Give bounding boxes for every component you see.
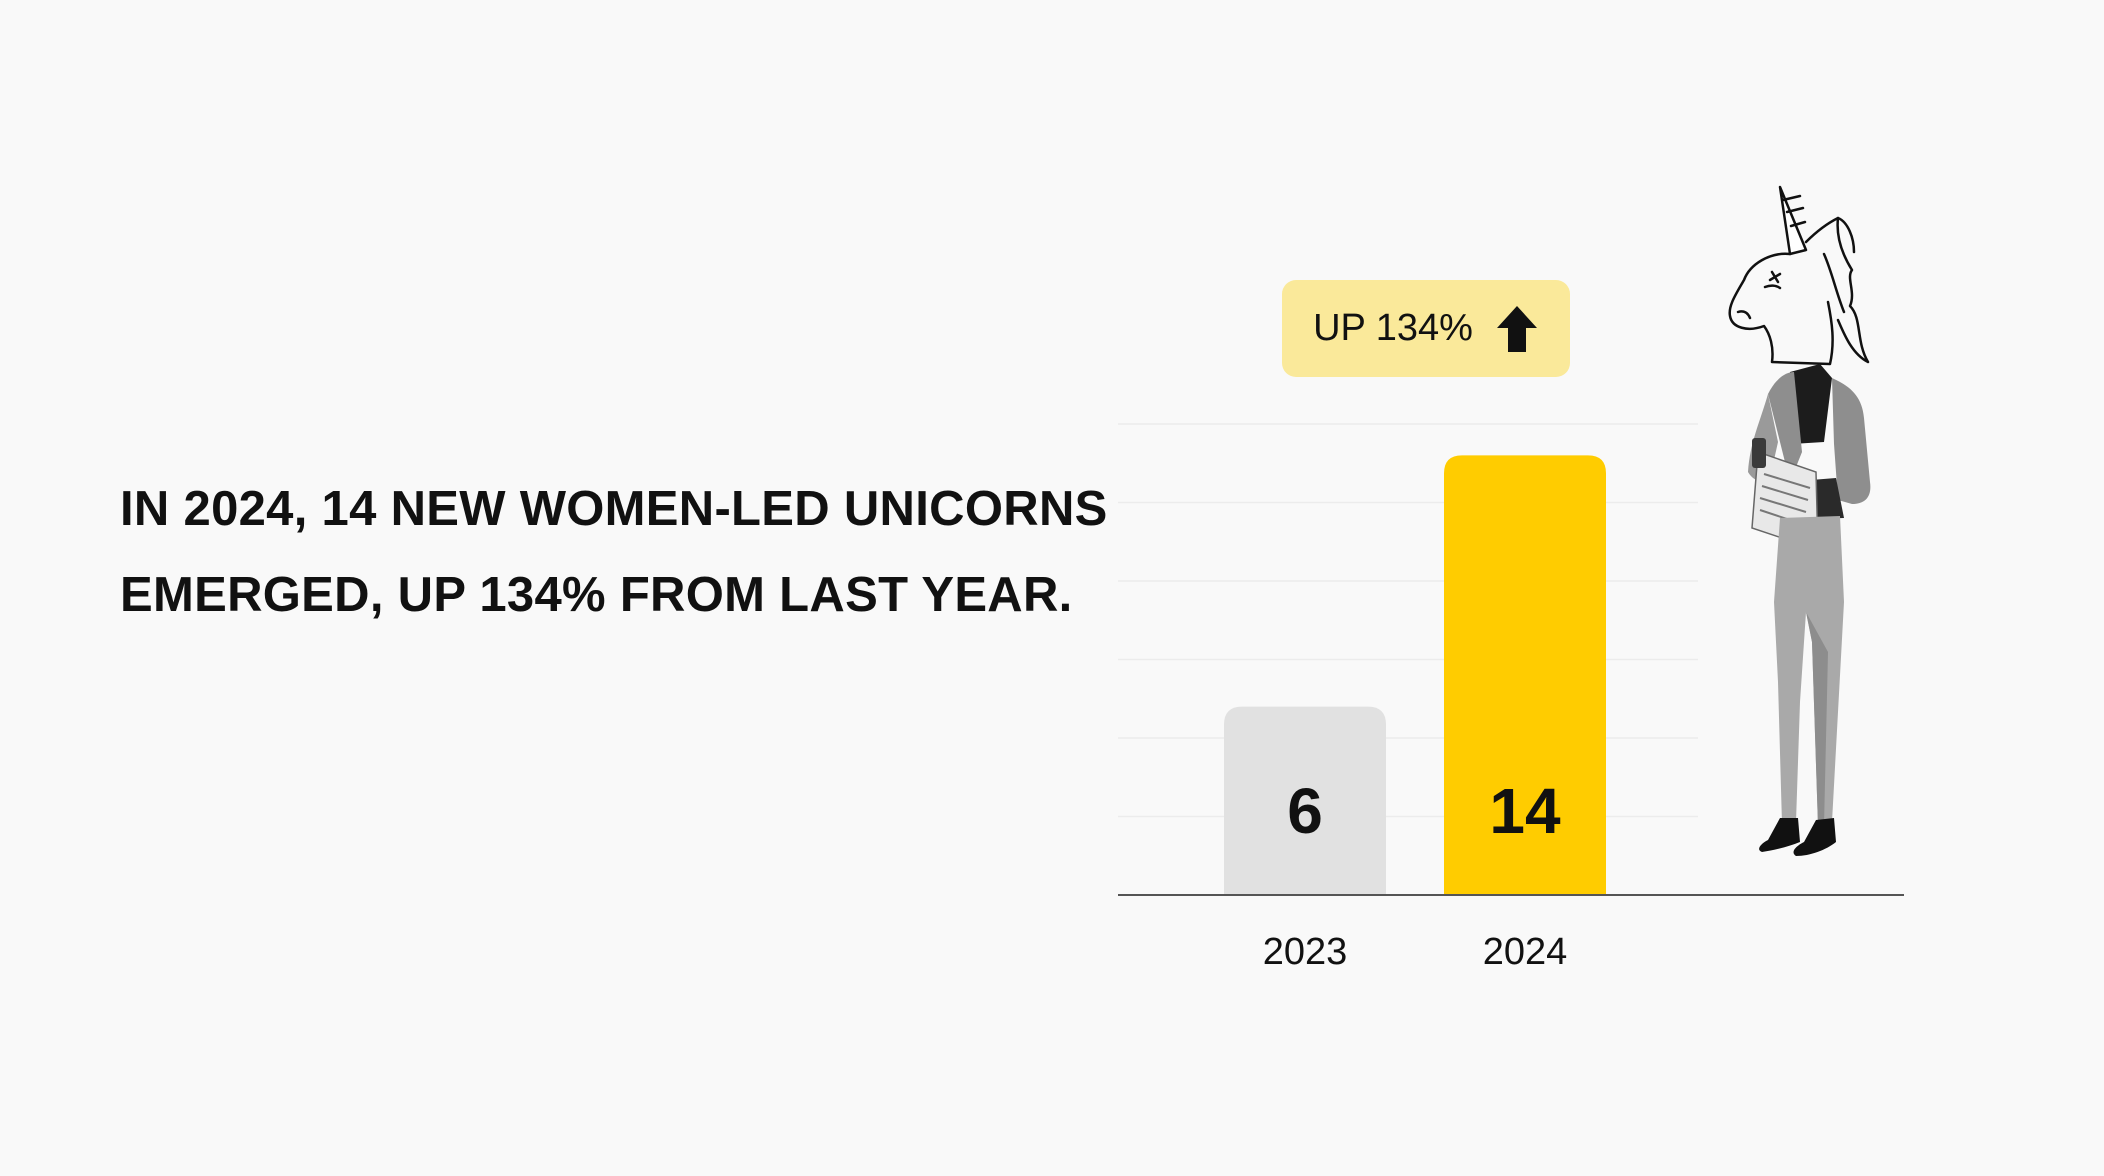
headline: IN 2024, 14 NEW WOMEN-LED UNICORNS EMERG…	[120, 466, 1120, 638]
headline-line-1: IN 2024, 14 NEW WOMEN-LED UNICORNS	[120, 482, 1108, 536]
chart-bars	[1224, 455, 1606, 895]
data-label-2024: 14	[1489, 775, 1561, 847]
bar-2024	[1444, 455, 1606, 895]
growth-badge-label: UP 134%	[1313, 307, 1473, 349]
bar-2023	[1224, 706, 1386, 895]
chart-gridlines	[1118, 423, 1698, 818]
growth-badge: UP 134%	[1282, 280, 1570, 377]
arrow-up-icon	[1496, 305, 1537, 352]
data-label-2023: 6	[1287, 775, 1323, 847]
headline-line-2: EMERGED, UP 134% FROM LAST YEAR.	[120, 568, 1073, 622]
x-tick-label-2024: 2024	[1483, 931, 1568, 973]
x-tick-label-2023: 2023	[1263, 931, 1348, 973]
unicorn-headed-businesswoman-illustration	[1728, 185, 1871, 856]
chart-labels: 6 2023 14 2024	[1263, 775, 1568, 973]
